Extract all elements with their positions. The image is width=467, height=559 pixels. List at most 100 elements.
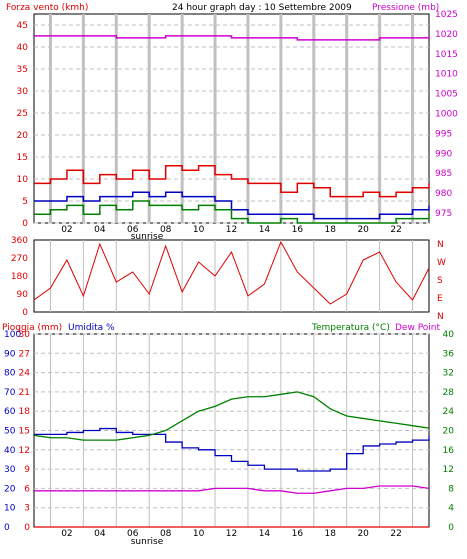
- humidity-tick-label: 40: [4, 446, 16, 456]
- hour-tick-label: 22: [390, 225, 401, 235]
- pressure-tick-label: 990: [435, 149, 452, 159]
- temperature-tick-label: 12: [443, 465, 454, 475]
- humidity-series-line: [34, 427, 430, 472]
- hour-tick-label: 20: [357, 529, 369, 539]
- humidity-tick-label: 100: [4, 330, 21, 340]
- hour-tick-label: 10: [193, 529, 205, 539]
- rain-tick-label: 9: [24, 465, 30, 475]
- pressure-axis-title: Pressione (mb): [372, 3, 439, 13]
- hour-tick-label: 08: [160, 225, 172, 235]
- direction-tick-label: 360: [11, 236, 28, 246]
- temperature-tick-label: 28: [443, 388, 455, 398]
- hour-tick-label: 10: [193, 225, 205, 235]
- temperature-series-line: [33, 391, 430, 441]
- wind-tick-label: 40: [17, 43, 29, 53]
- temperature-tick-label: 32: [443, 369, 454, 379]
- humidity-tick-label: 20: [4, 484, 16, 494]
- wind-tick-label: 45: [17, 21, 28, 31]
- rain-tick-label: 12: [19, 446, 30, 456]
- hour-tick-label: 06: [127, 529, 139, 539]
- temperature-axis-title: Temperatura (°C): [311, 323, 390, 333]
- direction-panel-frame: [33, 239, 430, 313]
- wind-axis-title: Forza vento (kmh): [6, 3, 88, 13]
- wind-tick-label: 25: [17, 109, 28, 119]
- sunrise-label: sunrise: [131, 232, 164, 242]
- compass-label: N: [437, 312, 444, 322]
- compass-label: N: [437, 240, 444, 250]
- wind-tick-label: 35: [17, 65, 28, 75]
- humidity-tick-label: 30: [4, 465, 16, 475]
- direction-tick-label: 180: [11, 272, 28, 282]
- wind-series-line: [34, 165, 430, 198]
- humidity-tick-label: 0: [4, 523, 10, 533]
- hour-tick-label: 04: [94, 225, 106, 235]
- humidity-tick-label: 70: [4, 388, 16, 398]
- pressure-tick-label: 975: [435, 209, 452, 219]
- rain-tick-label: 30: [19, 330, 31, 340]
- hour-tick-label: 02: [61, 225, 72, 235]
- wind-tick-label: 15: [17, 153, 28, 163]
- pressure-tick-label: 1005: [435, 90, 458, 100]
- hour-tick-label: 12: [226, 529, 237, 539]
- hour-tick-label: 16: [292, 529, 304, 539]
- hour-tick-label: 04: [94, 529, 106, 539]
- hour-tick-label: 02: [61, 529, 72, 539]
- wind-tick-label: 0: [22, 219, 28, 229]
- data-series: [33, 35, 430, 528]
- hour-tick-label: 14: [259, 529, 271, 539]
- rain-tick-label: 27: [19, 349, 30, 359]
- wind-series-line: [34, 191, 430, 220]
- hour-tick-label: 18: [325, 225, 337, 235]
- compass-label: S: [437, 276, 443, 286]
- hour-tick-label: 18: [325, 529, 337, 539]
- direction-tick-label: 0: [22, 308, 28, 318]
- rain-axis-title: Pioggia (mm): [2, 323, 62, 333]
- pressure-tick-label: 1025: [435, 10, 458, 20]
- wind-tick-label: 20: [17, 131, 29, 141]
- temperature-tick-label: 24: [443, 407, 455, 417]
- temperature-tick-label: 0: [448, 523, 454, 533]
- pressure-tick-label: 1010: [435, 70, 458, 80]
- temperature-tick-label: 20: [443, 427, 455, 437]
- pressure-tick-label: 1000: [435, 110, 458, 120]
- compass-label: E: [437, 294, 443, 304]
- temperature-tick-label: 16: [443, 446, 455, 456]
- grid-lines: [34, 14, 429, 528]
- hour-tick-label: 14: [259, 225, 271, 235]
- humidity-tick-label: 60: [4, 407, 16, 417]
- wind-tick-label: 10: [17, 175, 29, 185]
- hour-tick-label: 16: [292, 225, 304, 235]
- rain-tick-label: 21: [19, 388, 30, 398]
- humidity-axis-title: Umidita %: [68, 323, 115, 333]
- pressure-series-line: [34, 35, 430, 41]
- dewpoint-axis-title: Dew Point: [395, 323, 441, 333]
- pressure-tick-label: 1015: [435, 50, 458, 60]
- rain-tick-label: 15: [19, 427, 30, 437]
- hour-tick-label: 06: [127, 225, 139, 235]
- direction-tick-label: 90: [17, 290, 29, 300]
- rain-tick-label: 3: [24, 504, 30, 514]
- humidity-tick-label: 50: [4, 427, 16, 437]
- wind-tick-label: 30: [17, 87, 29, 97]
- axis-ticks: 0510152025303540459759809859909951000100…: [4, 10, 458, 547]
- humidity-tick-label: 90: [4, 349, 16, 359]
- compass-label: W: [437, 258, 446, 268]
- pressure-tick-label: 980: [435, 189, 452, 199]
- temperature-tick-label: 36: [443, 349, 455, 359]
- pressure-tick-label: 1020: [435, 30, 458, 40]
- pressure-tick-label: 985: [435, 169, 452, 179]
- wind-tick-label: 5: [22, 197, 28, 207]
- pressure-tick-label: 995: [435, 129, 452, 139]
- direction-tick-label: 270: [11, 254, 28, 264]
- humidity-tick-label: 80: [4, 369, 16, 379]
- humidity-tick-label: 10: [4, 504, 16, 514]
- temperature-tick-label: 40: [443, 330, 455, 340]
- sunrise-label: sunrise: [131, 537, 164, 547]
- rain-tick-label: 0: [24, 523, 30, 533]
- hour-tick-label: 20: [357, 225, 369, 235]
- hour-tick-label: 22: [390, 529, 401, 539]
- rain-tick-label: 24: [19, 369, 31, 379]
